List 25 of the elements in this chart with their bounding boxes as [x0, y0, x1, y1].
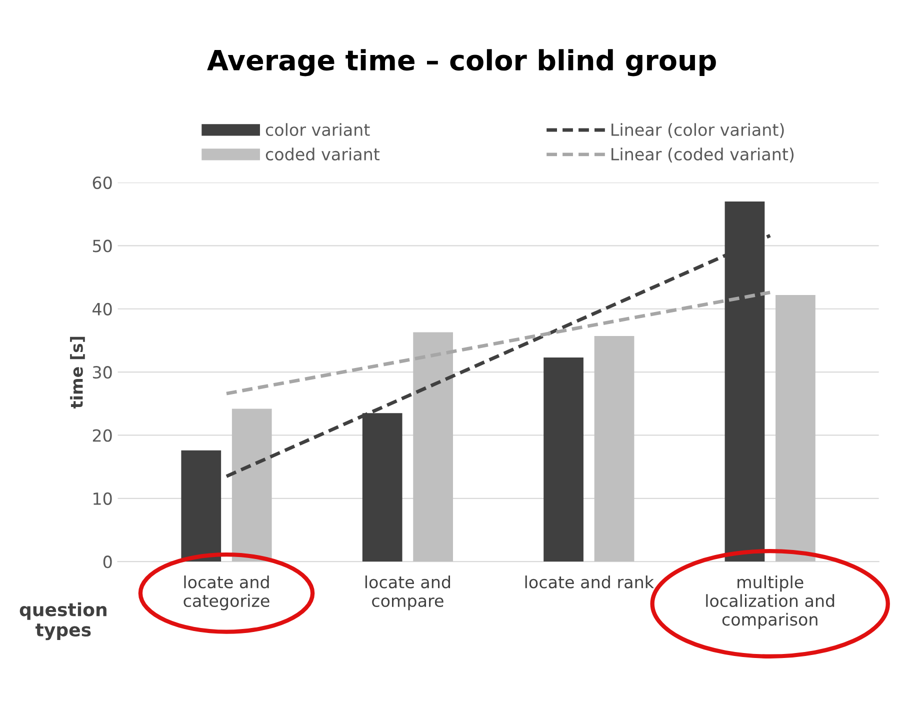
x-axis-title: question types — [20, 602, 106, 640]
y-tick-label: 10 — [94, 492, 112, 505]
y-tick-label: 20 — [92, 429, 112, 442]
bar — [594, 336, 634, 562]
bar — [181, 450, 222, 562]
y-axis-title: time [s] — [70, 336, 85, 408]
legend-label: Linear (coded variant) — [612, 148, 794, 162]
y-tick-label: 50 — [92, 240, 112, 252]
x-tick-label: locate and rank — [525, 575, 654, 588]
y-tick-label: 30 — [92, 366, 112, 379]
legend-label: coded variant — [266, 148, 380, 160]
legend-label: color variant — [266, 123, 370, 136]
chart-title: Average time – color blind group — [207, 49, 716, 76]
bar — [232, 408, 272, 562]
y-tick-label: 60 — [92, 176, 112, 190]
bar — [413, 332, 453, 562]
y-tick-label: 0 — [103, 556, 112, 568]
bar — [544, 358, 584, 562]
bar — [776, 294, 816, 562]
legend-label: Linear (color variant) — [612, 123, 784, 138]
y-tick-label: 40 — [92, 302, 112, 316]
x-tick-label: multiple localization and comparison — [706, 575, 834, 629]
line-series — [224, 290, 772, 396]
x-tick-label: locate and categorize — [184, 575, 270, 610]
x-tick-label: locate and compare — [365, 575, 450, 610]
